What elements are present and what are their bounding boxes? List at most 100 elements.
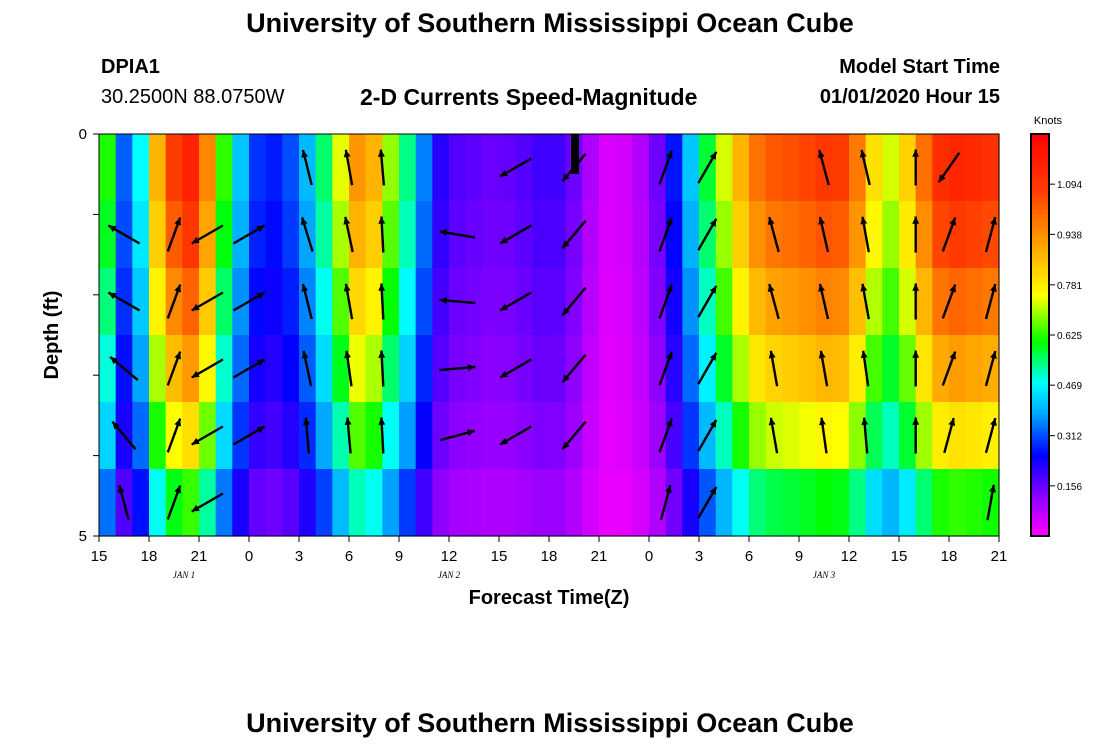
x-tick-label: 3 [295,548,303,565]
heat-cell [915,134,933,202]
heat-cell [399,402,417,470]
heat-cell [465,335,483,403]
heat-cell [515,201,533,269]
heat-cell [865,201,883,269]
heat-cell [982,134,1000,202]
heat-cell [399,268,417,336]
current-vector [912,417,920,454]
colorbar-tick-label: 0.938 [1057,230,1082,241]
current-vector [166,418,182,453]
heat-cell [349,268,367,336]
x-tick-label: 15 [891,548,908,565]
heat-cell [415,134,433,202]
heat-cell [665,268,683,336]
current-vector [378,283,386,320]
heat-cell [782,268,800,336]
current-vector [697,151,718,184]
heat-cell [832,469,850,537]
x-tick-label: 15 [91,548,108,565]
heat-cell [732,335,750,403]
heat-cell [965,335,983,403]
heat-cell [632,335,650,403]
current-vector [697,352,718,385]
heat-cell [99,335,117,403]
heat-cell [949,402,967,470]
chart-title: 2-D Currents Speed-Magnitude [360,84,698,110]
heat-cell [449,134,467,202]
colorbar: Knots 0.156 0.312 0.469 0.625 0.781 0.938 1.09… [1030,115,1082,537]
heat-cell [332,134,350,202]
current-vector [658,150,673,185]
heat-cell [332,268,350,336]
heat-cell [399,134,417,202]
heat-cell [515,469,533,537]
colorbar-tick-label: 0.781 [1057,281,1082,292]
heat-cell [615,335,633,403]
y-axis: 05 [79,126,100,545]
colorbar-title: Knots [1034,115,1063,127]
heat-cell [432,268,450,336]
heat-cell [865,268,883,336]
heat-cell [965,469,983,537]
heat-cell [682,268,700,336]
current-vector [300,216,314,253]
heat-cell [682,469,700,537]
heat-cell [899,335,917,403]
heat-cell [549,469,567,537]
heat-cell [749,201,767,269]
main-title: University of Southern Mississippi Ocean… [246,8,854,38]
heat-cell [632,402,650,470]
heat-cell [665,335,683,403]
heat-cell [615,134,633,202]
heat-cell [649,335,667,403]
current-vector [109,355,139,382]
heat-cell [182,469,200,537]
current-vector [378,417,386,454]
heat-cell [682,335,700,403]
heat-cell [782,335,800,403]
heat-cell [249,201,267,269]
heat-cell [149,268,167,336]
heat-cell [882,335,900,403]
heat-cell [132,402,150,470]
heat-cell [532,402,550,470]
heat-cell [499,469,517,537]
heat-cell [132,268,150,336]
heat-cell [265,268,283,336]
heat-cell [899,134,917,202]
current-vector [697,218,718,251]
heat-cell [599,134,617,202]
x-tick-label: 21 [991,548,1008,565]
x-tick-label: 9 [795,548,803,565]
heat-cell [915,268,933,336]
station-id: DPIA1 [101,56,160,78]
heat-cell [315,335,333,403]
heat-cell [332,402,350,470]
heat-cell [849,201,867,269]
heat-cell [149,201,167,269]
current-vector [439,297,476,305]
current-vector [377,149,386,186]
heat-cell [799,402,817,470]
heat-cell [599,402,617,470]
heat-cell [799,134,817,202]
current-vector [937,152,961,183]
heat-cell [515,268,533,336]
current-vector [232,291,266,312]
heat-cell [615,402,633,470]
heat-cell [215,402,233,470]
heat-cell [382,335,400,403]
current-vector [499,157,532,178]
current-vector [232,358,266,379]
current-vector [818,216,830,253]
heat-cell [282,469,300,537]
current-vector [697,419,718,452]
heat-cell [382,134,400,202]
x-tick-label: 21 [591,548,608,565]
heat-cell [599,268,617,336]
heat-cell [532,201,550,269]
heat-cell [799,335,817,403]
heat-cell [932,402,950,470]
heat-cell [732,268,750,336]
heat-cell [765,469,783,537]
